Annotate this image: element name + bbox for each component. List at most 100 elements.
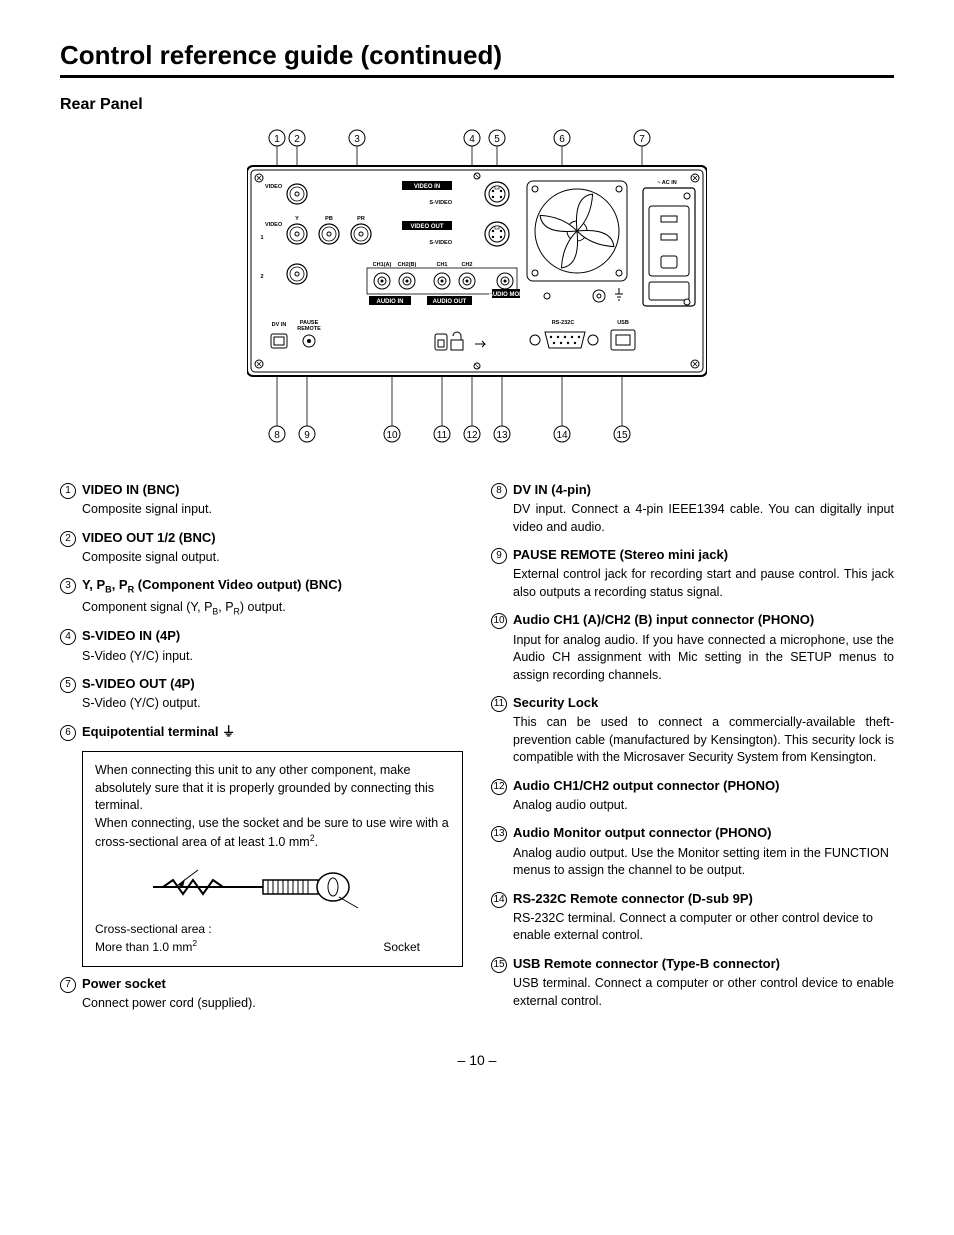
- svg-text:CH2(B): CH2(B): [398, 262, 417, 268]
- svg-text:REMOTE: REMOTE: [297, 326, 321, 332]
- item-body: PAUSE REMOTE (Stereo mini jack) External …: [513, 546, 894, 601]
- note-label-cross-section: Cross-sectional area :More than 1.0 mm2: [95, 921, 212, 956]
- left-column: 1VIDEO IN (BNC) Composite signal input. 2V…: [60, 481, 463, 1022]
- svg-text:VIDEO OUT: VIDEO OUT: [410, 224, 443, 230]
- right-column: 8DV IN (4-pin)DV input. Connect a 4-pin …: [491, 481, 894, 1022]
- svg-text:8: 8: [274, 430, 280, 441]
- note-labels: Cross-sectional area :More than 1.0 mm2 S…: [95, 921, 450, 956]
- item-desc: RS-232C terminal. Connect a computer or …: [513, 910, 894, 945]
- item-body: S-VIDEO IN (4P) S-Video (Y/C) input.: [82, 627, 463, 665]
- item-6: 6Equipotential terminal ⏚: [60, 723, 463, 741]
- svg-text:12: 12: [466, 430, 478, 441]
- item-title: Security Lock: [513, 694, 894, 712]
- rear-panel-diagram: 123456789101112131415VIDEOVIDEO INS-VIDE…: [60, 126, 894, 451]
- item-number: 4: [60, 627, 82, 665]
- svg-text:S-VIDEO: S-VIDEO: [429, 200, 452, 206]
- item-title: PAUSE REMOTE (Stereo mini jack): [513, 546, 894, 564]
- item-desc: Analog audio output.: [513, 797, 894, 815]
- item-number: 14: [491, 890, 513, 945]
- item-number: 6: [60, 723, 82, 741]
- item-2: 2VIDEO OUT 1/2 (BNC)Composite signal out…: [60, 529, 463, 567]
- item-title: VIDEO IN (BNC): [82, 481, 463, 499]
- item-10: 10Audio CH1 (A)/CH2 (B) input connector …: [491, 611, 894, 684]
- description-columns: 1VIDEO IN (BNC) Composite signal input. 2V…: [60, 481, 894, 1022]
- item-7: 7Power socket Connect power cord (supplie…: [60, 975, 463, 1013]
- svg-text:15: 15: [616, 430, 628, 441]
- item-desc: S-Video (Y/C) output.: [82, 695, 463, 713]
- item-3: 3Y, PB, PR (Component Video output) (BNC…: [60, 576, 463, 617]
- item-number: 12: [491, 777, 513, 815]
- item-body: Audio CH1/CH2 output connector (PHONO)An…: [513, 777, 894, 815]
- equipotential-note: When connecting this unit to any other c…: [82, 751, 463, 967]
- item-body: S-VIDEO OUT (4P) S-Video (Y/C) output.: [82, 675, 463, 713]
- item-desc: DV input. Connect a 4-pin IEEE1394 cable…: [513, 501, 894, 536]
- item-4: 4S-VIDEO IN (4P) S-Video (Y/C) input.: [60, 627, 463, 665]
- item-title: DV IN (4-pin): [513, 481, 894, 499]
- svg-text:5: 5: [494, 134, 500, 145]
- item-body: USB Remote connector (Type-B connector)U…: [513, 955, 894, 1010]
- item-8: 8DV IN (4-pin)DV input. Connect a 4-pin …: [491, 481, 894, 536]
- item-number: 11: [491, 694, 513, 767]
- svg-text:2: 2: [260, 274, 263, 280]
- svg-text:S-VIDEO: S-VIDEO: [429, 240, 452, 246]
- item-desc: This can be used to connect a commercial…: [513, 714, 894, 767]
- svg-text:Y: Y: [295, 216, 299, 222]
- item-number: 7: [60, 975, 82, 1013]
- item-title: S-VIDEO OUT (4P): [82, 675, 463, 693]
- svg-text:CH1: CH1: [436, 262, 447, 268]
- item-body: Y, PB, PR (Component Video output) (BNC)…: [82, 576, 463, 617]
- note-text-1: When connecting this unit to any other c…: [95, 762, 450, 815]
- item-body: Audio CH1 (A)/CH2 (B) input connector (P…: [513, 611, 894, 684]
- svg-text:14: 14: [556, 430, 568, 441]
- item-title: S-VIDEO IN (4P): [82, 627, 463, 645]
- svg-text:1: 1: [260, 235, 263, 241]
- note-label-socket: Socket: [383, 939, 450, 956]
- item-number: 5: [60, 675, 82, 713]
- item-number: 9: [491, 546, 513, 601]
- plug-diagram: [95, 862, 450, 918]
- svg-text:DV IN: DV IN: [272, 322, 287, 328]
- item-number: 1: [60, 481, 82, 519]
- item-1: 1VIDEO IN (BNC) Composite signal input.: [60, 481, 463, 519]
- item-9: 9PAUSE REMOTE (Stereo mini jack) External…: [491, 546, 894, 601]
- item-body: Audio Monitor output connector (PHONO) An…: [513, 824, 894, 879]
- svg-text:VIDEO: VIDEO: [265, 184, 283, 190]
- svg-text:AUDIO IN: AUDIO IN: [377, 299, 404, 305]
- svg-text:10: 10: [386, 430, 398, 441]
- svg-text:7: 7: [639, 134, 645, 145]
- item-desc: USB terminal. Connect a computer or othe…: [513, 975, 894, 1010]
- item-body: RS-232C Remote connector (D-sub 9P)RS-23…: [513, 890, 894, 945]
- item-5: 5S-VIDEO OUT (4P) S-Video (Y/C) output.: [60, 675, 463, 713]
- svg-text:VIDEO: VIDEO: [265, 222, 283, 228]
- page-number: – 10 –: [60, 1052, 894, 1068]
- item-title: Power socket: [82, 975, 463, 993]
- item-desc: Analog audio output. Use the Monitor set…: [513, 845, 894, 880]
- item-title: Y, PB, PR (Component Video output) (BNC): [82, 576, 463, 596]
- item-number: 3: [60, 576, 82, 617]
- item-desc: Input for analog audio. If you have conn…: [513, 632, 894, 685]
- svg-text:PR: PR: [357, 216, 365, 222]
- svg-text:RS-232C: RS-232C: [552, 320, 575, 326]
- svg-text:PB: PB: [325, 216, 333, 222]
- item-body: VIDEO OUT 1/2 (BNC)Composite signal outp…: [82, 529, 463, 567]
- item-title: Audio Monitor output connector (PHONO): [513, 824, 894, 842]
- item-body: DV IN (4-pin) DV input. Connect a 4-pin I…: [513, 481, 894, 536]
- item-desc: S-Video (Y/C) input.: [82, 648, 463, 666]
- svg-text:3: 3: [354, 134, 360, 145]
- item-15: 15USB Remote connector (Type-B connector…: [491, 955, 894, 1010]
- item-desc: External control jack for recording star…: [513, 566, 894, 601]
- item-desc: Composite signal input.: [82, 501, 463, 519]
- item-13: 13Audio Monitor output connector (PHONO)…: [491, 824, 894, 879]
- svg-text:2: 2: [294, 134, 300, 145]
- item-body: Power socket Connect power cord (supplied…: [82, 975, 463, 1013]
- svg-text:9: 9: [304, 430, 310, 441]
- item-title: Equipotential terminal ⏚: [82, 723, 463, 741]
- item-title: Audio CH1 (A)/CH2 (B) input connector (P…: [513, 611, 894, 629]
- section-title: Rear Panel: [60, 96, 894, 114]
- item-body: Security Lock This can be used to connect…: [513, 694, 894, 767]
- svg-text:4: 4: [469, 134, 475, 145]
- item-number: 13: [491, 824, 513, 879]
- item-desc: Connect power cord (supplied).: [82, 995, 463, 1013]
- item-14: 14RS-232C Remote connector (D-sub 9P)RS-…: [491, 890, 894, 945]
- item-desc: Composite signal output.: [82, 549, 463, 567]
